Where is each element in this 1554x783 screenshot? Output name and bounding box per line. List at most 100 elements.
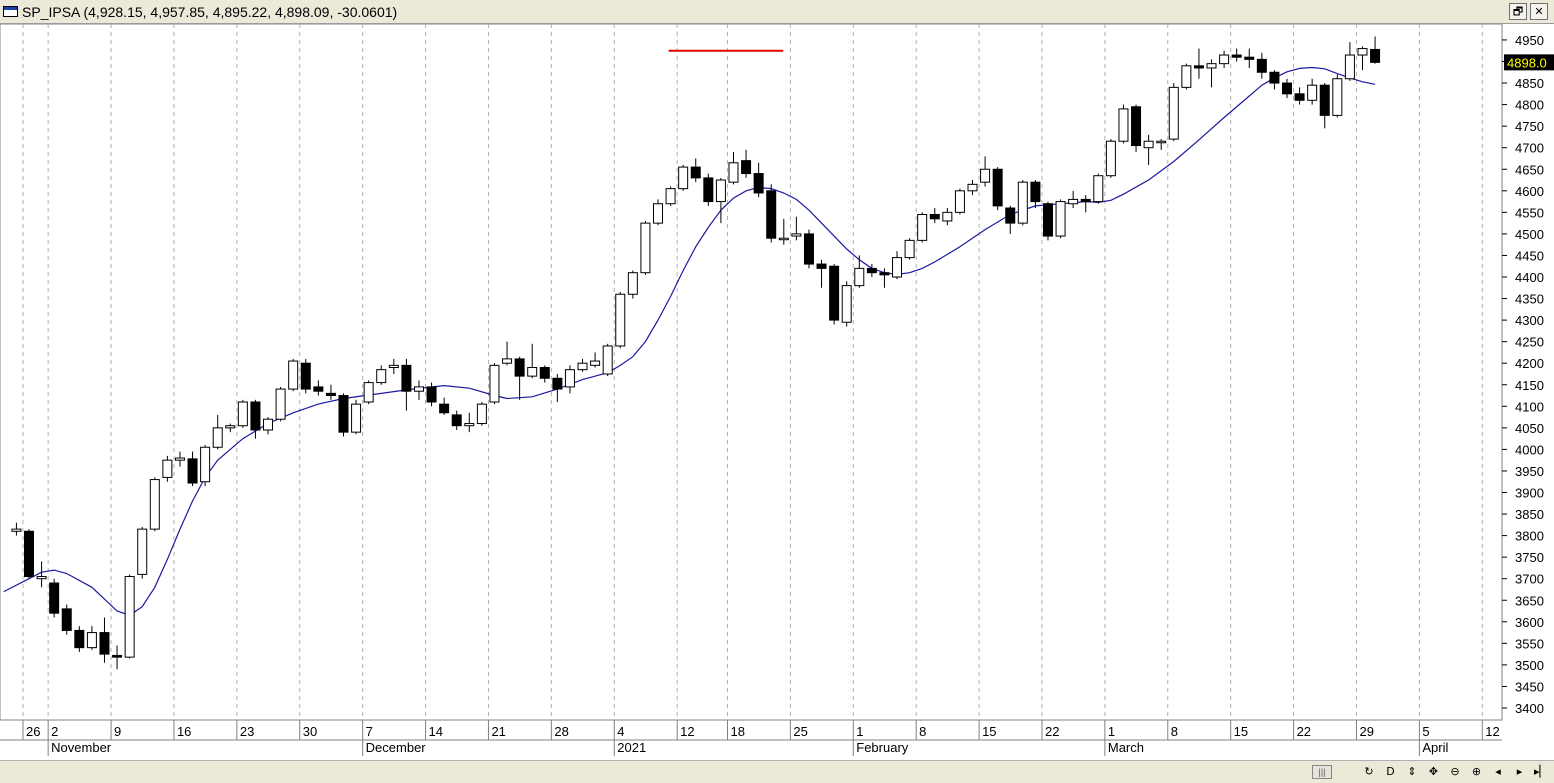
candle: [401, 358, 412, 411]
candle-body: [942, 211, 953, 222]
scroll-end-icon[interactable]: ▸▏: [1534, 765, 1548, 778]
x-month-label: February: [856, 740, 909, 755]
candle: [892, 251, 903, 280]
x-day-label: 1: [1108, 724, 1115, 739]
candle: [1181, 63, 1192, 90]
candle: [426, 382, 437, 407]
close-button[interactable]: ✕: [1530, 3, 1548, 20]
y-tick-label: 4150: [1515, 378, 1544, 393]
candle-body: [552, 377, 563, 390]
candlestick-chart[interactable]: 3400 3450 3500 3550 3600 3650 3700 3750 3800 3850…: [0, 24, 1554, 760]
zoom-out-icon[interactable]: ⊖: [1450, 765, 1460, 778]
crosshair-icon[interactable]: ✥: [1428, 765, 1439, 778]
candle: [665, 186, 676, 206]
candle: [36, 561, 47, 588]
x-month-label: April: [1422, 740, 1448, 755]
candle-body: [527, 367, 538, 377]
y-tick-label: 3600: [1515, 615, 1544, 630]
candle: [61, 604, 72, 635]
candle: [1256, 52, 1267, 79]
candle: [489, 363, 500, 405]
candle-body: [1131, 106, 1142, 147]
y-tick-label: 3450: [1515, 679, 1544, 694]
period-d-button[interactable]: D: [1386, 765, 1395, 778]
candle-body: [715, 179, 726, 203]
candle-body: [879, 272, 890, 276]
candle: [288, 358, 299, 392]
candle: [627, 270, 638, 299]
candle: [1030, 180, 1041, 209]
x-day-label: 15: [982, 724, 996, 739]
candle-body: [653, 203, 663, 224]
scroll-grip[interactable]: |||: [1312, 765, 1332, 779]
candle-body: [1156, 140, 1167, 144]
candle-body: [1282, 82, 1292, 95]
x-day-label: 1: [856, 724, 863, 739]
candle: [439, 397, 450, 415]
restore-button[interactable]: 🗗: [1509, 3, 1527, 20]
candle: [678, 164, 689, 191]
candle: [1093, 173, 1104, 204]
vertical-zoom-icon[interactable]: ⇕: [1407, 765, 1417, 778]
candle: [24, 529, 34, 579]
candle-body: [741, 160, 752, 175]
candle-body: [1357, 48, 1368, 56]
x-day-label: 21: [491, 724, 505, 739]
candle: [1193, 48, 1204, 79]
candle: [74, 626, 85, 652]
candle: [1005, 205, 1016, 234]
candle-body: [464, 423, 475, 427]
candle: [464, 412, 475, 433]
candle: [1080, 195, 1091, 213]
candle-body: [590, 360, 601, 366]
candle: [577, 358, 588, 372]
y-tick-label: 4050: [1515, 421, 1544, 436]
candle: [112, 645, 123, 670]
candle: [992, 167, 1003, 211]
candle: [539, 365, 550, 383]
candle-body: [439, 403, 450, 414]
y-tick-label: 3850: [1515, 507, 1544, 522]
candle: [514, 356, 525, 400]
y-tick-label: 4000: [1515, 442, 1544, 457]
candle: [1206, 59, 1217, 88]
refresh-icon[interactable]: ↻: [1364, 765, 1374, 778]
candle-body: [1017, 181, 1028, 224]
candle-body: [564, 369, 575, 388]
zoom-in-icon[interactable]: ⊕: [1471, 765, 1482, 778]
candle-body: [1080, 198, 1091, 203]
candle-body: [1005, 207, 1016, 224]
candle: [275, 386, 286, 422]
candle: [1156, 139, 1167, 150]
candle-body: [615, 293, 626, 347]
x-day-label: 30: [303, 724, 317, 739]
candle-body: [489, 364, 500, 403]
candle: [980, 156, 991, 187]
candle: [200, 445, 211, 487]
y-axis: 3400 3450 3500 3550 3600 3650 3700 3750 3800 3850…: [1502, 24, 1544, 716]
candle-body: [1143, 140, 1154, 149]
x-day-label: 18: [730, 724, 744, 739]
candle: [99, 617, 110, 663]
candle: [590, 352, 601, 368]
candle: [451, 410, 462, 431]
candle-body: [1105, 140, 1116, 177]
candle-body: [1332, 78, 1343, 116]
candle-body: [1294, 93, 1305, 101]
scroll-right-icon[interactable]: ▸: [1516, 765, 1523, 778]
candle: [413, 380, 424, 400]
scroll-left-icon[interactable]: ◂: [1495, 765, 1501, 778]
x-day-label: 7: [366, 724, 373, 739]
y-tick-label: 3500: [1515, 658, 1544, 673]
x-day-label: 26: [26, 724, 40, 739]
candle-body: [1307, 84, 1318, 101]
plot-area: [0, 24, 1503, 721]
candle-body: [829, 265, 840, 321]
last-price-marker: [1504, 54, 1554, 71]
candle: [703, 173, 714, 206]
x-day-label: 12: [1485, 724, 1499, 739]
candle: [829, 264, 840, 325]
candle: [1282, 78, 1292, 99]
candle-body: [174, 457, 185, 461]
x-day-label: 12: [680, 724, 694, 739]
